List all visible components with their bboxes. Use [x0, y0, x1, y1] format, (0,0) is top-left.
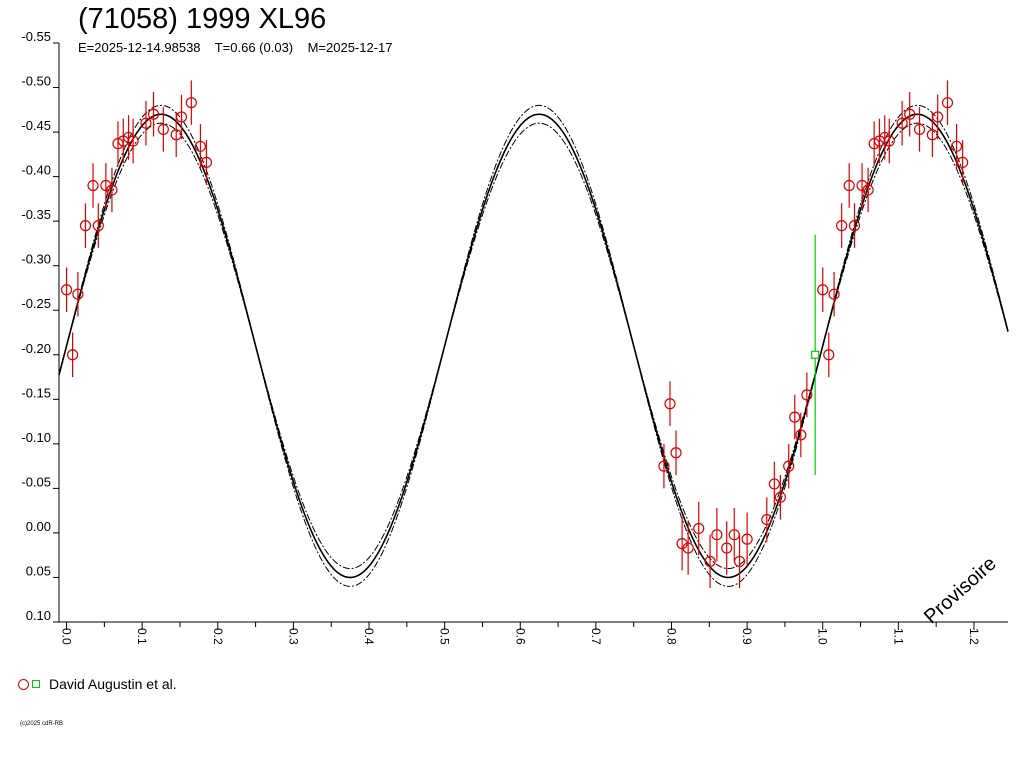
data-point — [823, 349, 835, 361]
data-point — [733, 555, 746, 568]
x-tick-label: 0.3 — [286, 628, 300, 645]
data-point — [828, 288, 840, 300]
data-point — [783, 460, 795, 472]
data-point — [721, 542, 733, 554]
x-tick-label: 0.6 — [513, 628, 527, 645]
chart-axes: -0.55 -0.50 -0.45 -0.40 -0.35 -0.30 -0.25 -0.20… — [21, 29, 1008, 645]
data-point — [896, 117, 908, 129]
x-tick-label: 0.9 — [740, 628, 754, 645]
data-point — [194, 140, 207, 152]
data-point — [904, 108, 916, 120]
data-point — [711, 529, 723, 541]
y-tick-label: -0.35 — [21, 207, 51, 222]
y-tick-label: -0.20 — [21, 341, 51, 356]
data-point — [795, 429, 807, 441]
x-tick-label: 0.7 — [589, 628, 603, 645]
model-curves — [58, 104, 1009, 587]
data-point — [774, 491, 786, 503]
data-point — [157, 123, 169, 136]
y-tick-label: -0.45 — [21, 118, 51, 133]
data-point — [789, 411, 801, 423]
y-tick-label: -0.25 — [21, 296, 51, 311]
data-point — [106, 184, 118, 196]
data-point — [127, 135, 139, 147]
data-point — [843, 179, 855, 192]
data-point — [79, 220, 92, 232]
y-tick-label: -0.10 — [21, 430, 51, 445]
x-tick-label: 0.2 — [211, 628, 225, 645]
data-point — [862, 184, 874, 196]
legend-label: David Augustin et al. — [49, 676, 177, 692]
x-tick-label: 0.1 — [135, 628, 149, 645]
x-tick-label: 1.2 — [967, 628, 981, 645]
y-tick-label: -0.55 — [21, 29, 51, 44]
y-tick-label: 0.05 — [26, 563, 51, 578]
data-point — [913, 123, 926, 136]
data-point — [72, 288, 84, 300]
data-point — [140, 117, 152, 129]
data-point — [185, 97, 197, 109]
legend-circle-marker — [18, 678, 29, 690]
data-point — [883, 135, 895, 147]
x-tick-label: 1.1 — [891, 628, 905, 645]
data-point — [147, 108, 160, 120]
data-point — [658, 460, 670, 472]
data-point — [848, 220, 861, 232]
x-tick-label: 0.0 — [60, 628, 74, 645]
chart-legend: David Augustin et al. — [18, 676, 177, 692]
data-point — [836, 220, 848, 232]
chart-subtitle: E=2025-12-14.98538 T=0.66 (0.03) M=2025-… — [78, 40, 393, 55]
data-point — [693, 522, 705, 535]
data-point — [741, 533, 753, 545]
model-lower-band — [58, 122, 1009, 570]
data-point — [664, 398, 676, 410]
chart-title: (71058) 1999 XL96 — [78, 3, 327, 35]
x-tick-label: 0.4 — [362, 628, 376, 645]
data-point — [92, 220, 104, 232]
copyright-text: (c)2025 cdR-RB — [20, 721, 64, 727]
data-point — [932, 111, 944, 123]
data-point — [682, 542, 694, 554]
data-point — [60, 284, 73, 296]
x-tick-label: 0.5 — [438, 628, 452, 645]
model-upper-band — [58, 104, 1009, 587]
y-tick-label: -0.40 — [21, 163, 51, 178]
legend-square-marker — [32, 680, 40, 688]
data-point — [768, 478, 780, 490]
y-tick-label: 0.00 — [26, 519, 51, 534]
data-point — [200, 156, 213, 168]
y-tick-label: -0.50 — [21, 74, 51, 89]
data-point-square — [811, 350, 820, 359]
data-point — [704, 555, 716, 568]
model-curve — [58, 113, 1009, 579]
y-tick-label: -0.05 — [21, 474, 51, 489]
data-point — [87, 179, 99, 192]
x-tick-label: 1.0 — [816, 628, 830, 645]
data-point — [761, 513, 773, 526]
data-point — [817, 284, 829, 296]
y-tick-label: 0.10 — [26, 608, 51, 623]
x-tick-label: 0.8 — [665, 628, 679, 645]
data-point — [670, 447, 682, 459]
data-point — [941, 97, 954, 109]
data-point — [950, 140, 963, 152]
data-point — [957, 156, 969, 168]
data-point — [67, 349, 79, 361]
data-points — [60, 80, 969, 589]
data-point — [801, 389, 813, 401]
y-tick-label: -0.30 — [21, 252, 51, 267]
data-point — [175, 111, 188, 123]
y-tick-label: -0.15 — [21, 385, 51, 400]
